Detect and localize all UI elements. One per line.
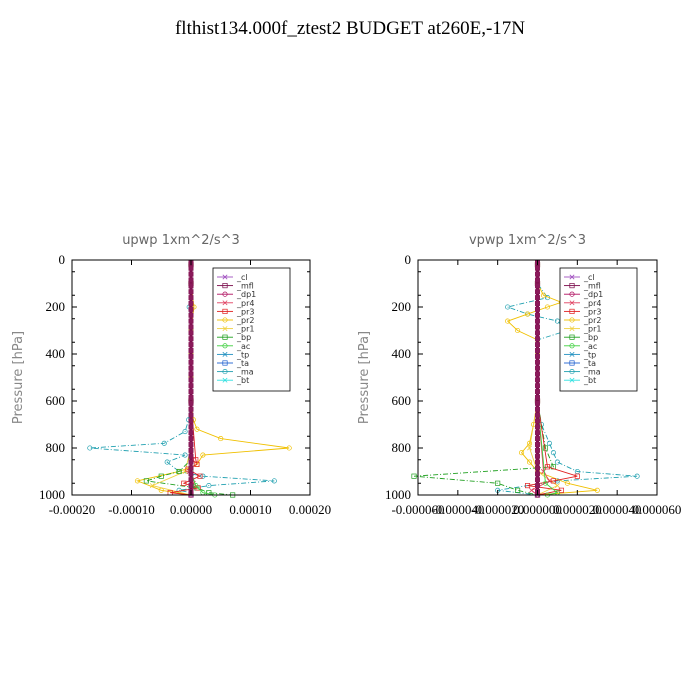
zero-line-markers	[535, 259, 540, 495]
legend-entry: _pr4	[564, 299, 601, 308]
legend-entry: _dp1	[217, 290, 256, 299]
x-tick-label: 0.000020	[553, 502, 602, 517]
legend-label: _ac	[236, 342, 250, 351]
legend-label: _pr3	[583, 307, 601, 316]
y-tick-label: 200	[392, 299, 412, 314]
y-tick-label: 800	[392, 440, 412, 455]
legend-label: _ta	[583, 359, 596, 368]
legend-entry: _bp	[217, 333, 251, 342]
y-tick-label: 400	[392, 346, 412, 361]
y-tick-label: 800	[46, 440, 66, 455]
x-tick-label: 0.00010	[229, 502, 271, 517]
series-pr3	[167, 262, 203, 498]
legend-label: _pr1	[583, 325, 601, 334]
legend-entry: _pr2	[564, 316, 601, 325]
y-tick-label: 600	[46, 393, 66, 408]
legend-entry: _pr1	[217, 325, 254, 334]
series-pr1	[149, 262, 196, 498]
y-tick-label: 1000	[385, 487, 411, 502]
legend-label: _dp1	[236, 290, 256, 299]
legend-entry: _ma	[217, 368, 254, 377]
legend-entry: _mfl	[217, 282, 254, 291]
y-tick-label: 600	[392, 393, 412, 408]
y-tick-label: 0	[405, 252, 412, 267]
legend-label: _pr3	[236, 307, 254, 316]
legend-entry: _ma	[564, 368, 601, 377]
x-tick-label: -0.000040	[431, 502, 484, 517]
x-tick-label: 0.00000	[170, 502, 212, 517]
legend-entry: _ac	[217, 342, 250, 351]
legend-entry: _bt	[564, 376, 596, 385]
legend-label: _dp1	[583, 290, 603, 299]
legend-entry: _ta	[217, 359, 249, 368]
x-tick-label: -0.000060	[391, 502, 444, 517]
legend-entry: _cl	[217, 273, 248, 282]
legend-label: _ma	[236, 368, 254, 377]
legend-entry: _cl	[564, 273, 595, 282]
x-tick-label: 0.00020	[289, 502, 331, 517]
legend-label: _bp	[583, 333, 598, 342]
legend: _cl_mfl_dp1_pr4_pr3_pr2_pr1_bp_ac_tp_ta_…	[212, 267, 291, 392]
legend-label: _pr2	[236, 316, 254, 325]
legend-label: _mfl	[583, 282, 601, 291]
x-tick-label: -0.000020	[471, 502, 524, 517]
panel-title: vpwp 1xm^2/s^3	[469, 233, 586, 248]
panel-title: upwp 1xm^2/s^3	[122, 233, 240, 248]
legend-label: _bp	[236, 333, 251, 342]
legend-label: _ma	[583, 368, 601, 377]
legend-entry: _tp	[564, 350, 596, 359]
legend-label: _cl	[236, 273, 248, 282]
legend-entry: _ta	[564, 359, 596, 368]
y-tick-label: 400	[46, 346, 66, 361]
legend-label: _ta	[236, 359, 249, 368]
legend-label: _tp	[583, 350, 596, 359]
legend-label: _pr2	[583, 316, 601, 325]
legend-label: _bt	[236, 376, 249, 385]
legend-label: _ac	[583, 342, 597, 351]
legend-entry: _bt	[217, 376, 249, 385]
legend-entry: _pr3	[564, 307, 601, 316]
legend-label: _mfl	[236, 282, 254, 291]
series-line	[170, 264, 201, 496]
y-tick-label: 0	[59, 252, 66, 267]
legend-label: _pr1	[236, 325, 254, 334]
legend-entry: _dp1	[564, 290, 603, 299]
y-tick-label: 1000	[39, 487, 65, 502]
x-tick-label: 0.000060	[633, 502, 682, 517]
x-tick-label: -0.00020	[49, 502, 96, 517]
legend-entry: _tp	[217, 350, 249, 359]
legend-label: _cl	[583, 273, 595, 282]
y-tick-label: 200	[46, 299, 66, 314]
legend-label: _pr4	[236, 299, 254, 308]
legend-entry: _pr4	[217, 299, 254, 308]
legend-label: _pr4	[583, 299, 601, 308]
legend-entry: _pr1	[564, 325, 601, 334]
legend-entry: _bp	[564, 333, 598, 342]
series-line	[190, 264, 215, 496]
series-pr4	[529, 262, 552, 498]
legend: _cl_mfl_dp1_pr4_pr3_pr2_pr1_bp_ac_tp_ta_…	[559, 267, 638, 392]
legend-entry: _mfl	[564, 282, 601, 291]
panel-2: vpwp 1xm^2/s^3 Pressure [hPa] 0 200 400 600 80…	[357, 233, 681, 517]
chart-title: flthist134.000f_ztest2 BUDGET at260E,-17…	[174, 18, 526, 39]
series-line	[413, 264, 555, 496]
legend-label: _bt	[583, 376, 596, 385]
x-tick-label: 0.000040	[593, 502, 642, 517]
series-line	[150, 264, 194, 496]
panel-1: upwp 1xm^2/s^3 Pressure [hPa] 0 200 400 600 80…	[11, 233, 331, 517]
legend-label: _tp	[236, 350, 249, 359]
y-axis-label: Pressure [hPa]	[357, 331, 372, 424]
x-tick-label: -0.00010	[108, 502, 155, 517]
x-tick-label: 0.000000	[513, 502, 562, 517]
y-axis-label: Pressure [hPa]	[11, 331, 26, 424]
legend-entry: _pr3	[217, 307, 254, 316]
legend-entry: _pr2	[217, 316, 254, 325]
legend-entry: _ac	[564, 342, 597, 351]
zero-line-markers	[188, 259, 194, 495]
